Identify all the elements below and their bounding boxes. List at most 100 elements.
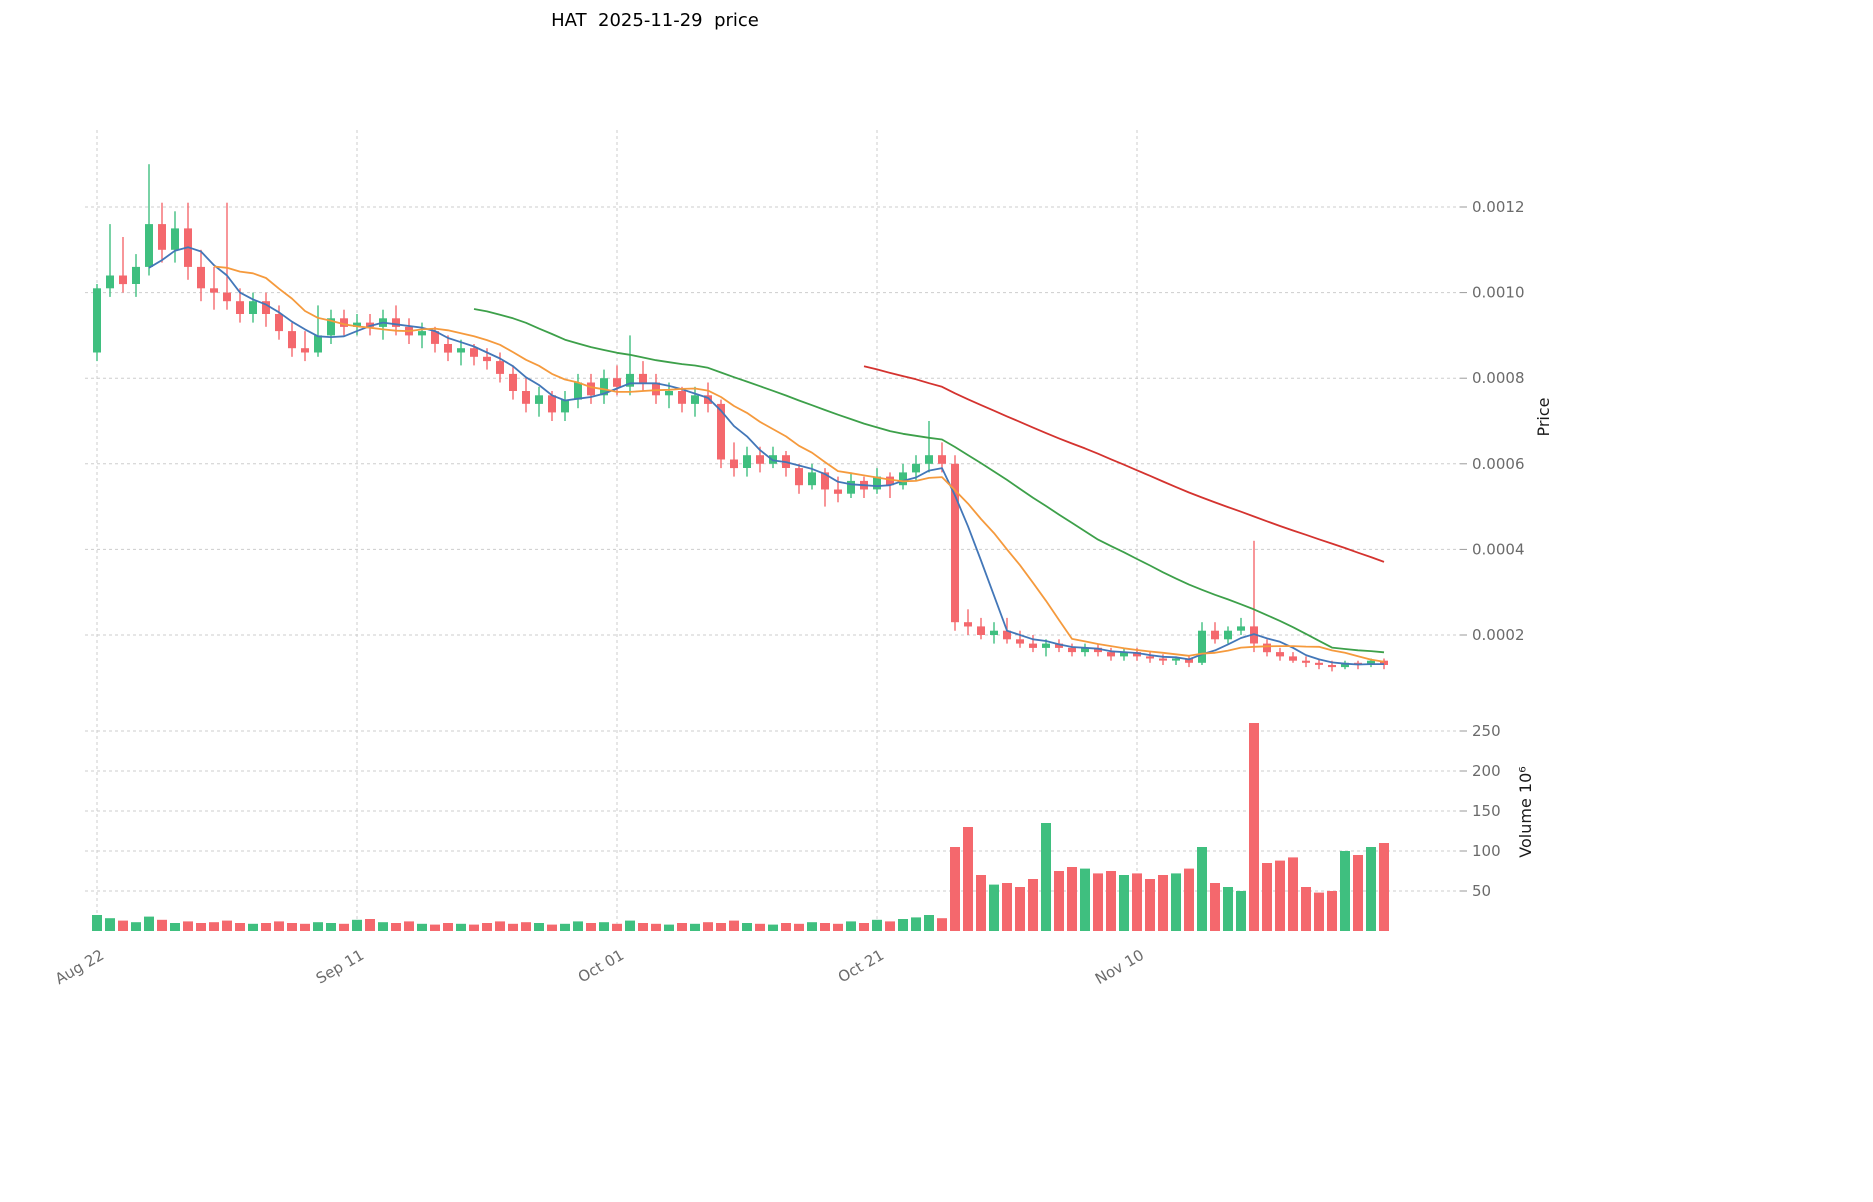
- volume-bar: [443, 923, 453, 931]
- volume-bar: [612, 923, 622, 931]
- volume-bar: [1210, 883, 1220, 931]
- volume-bar: [196, 923, 206, 931]
- volume-bar: [1275, 860, 1285, 931]
- volume-bar: [1301, 887, 1311, 931]
- volume-bar: [950, 847, 960, 931]
- candle-body: [366, 322, 374, 327]
- volume-bar: [547, 924, 557, 931]
- candle-body: [717, 403, 725, 460]
- volume-bar: [1067, 867, 1077, 931]
- volume-bar: [690, 923, 700, 931]
- candle-body: [132, 266, 140, 284]
- ma60-line: [863, 365, 1385, 563]
- candle-body: [704, 395, 712, 404]
- ma5-line: [148, 246, 1384, 666]
- volume-bar: [352, 919, 362, 931]
- candle-body: [1146, 656, 1154, 659]
- volume-bar: [976, 875, 986, 931]
- candle-body: [821, 472, 829, 490]
- x-tick-label: Aug 22: [52, 946, 107, 988]
- candle-body: [938, 455, 946, 464]
- candle-body: [171, 228, 179, 250]
- volume-bar: [1028, 879, 1038, 931]
- candle-body: [1237, 626, 1245, 631]
- volume-bar: [339, 923, 349, 931]
- candle-body: [990, 630, 998, 635]
- candle-body: [197, 266, 205, 289]
- candle-body: [613, 378, 621, 387]
- candle-body: [1003, 630, 1011, 640]
- candle-body: [1302, 660, 1310, 663]
- volume-bar: [430, 924, 440, 931]
- volume-bar: [1314, 892, 1324, 931]
- volume-bar: [521, 922, 531, 931]
- candle-body: [392, 318, 400, 327]
- candle-body: [743, 455, 751, 468]
- volume-bar: [742, 923, 752, 931]
- candle-body: [1094, 647, 1102, 653]
- candle-body: [314, 335, 322, 353]
- candle-body: [1341, 662, 1349, 668]
- candle-body: [249, 301, 257, 314]
- volume-tick-label: 150: [1472, 802, 1501, 820]
- candle-body: [1224, 630, 1232, 640]
- x-tick-label: Sep 11: [313, 946, 367, 988]
- volume-bar: [1093, 873, 1103, 931]
- volume-bar: [1223, 887, 1233, 931]
- volume-bar: [768, 924, 778, 931]
- candle-body: [1276, 652, 1284, 657]
- candle-body: [574, 382, 582, 400]
- volume-bar: [1249, 723, 1259, 931]
- candle-body: [1198, 630, 1206, 663]
- volume-bar: [248, 923, 258, 931]
- candle-body: [1081, 647, 1089, 653]
- candle-body: [327, 318, 335, 336]
- volume-tick-label: 200: [1472, 762, 1501, 780]
- volume-bar: [378, 922, 388, 931]
- volume-bar: [209, 922, 219, 931]
- volume-bar: [586, 923, 596, 931]
- price-tick-label: 0.0002: [1472, 626, 1525, 644]
- candle-body: [431, 331, 439, 344]
- candle-body: [587, 382, 595, 396]
- volume-bar: [1171, 873, 1181, 931]
- candle-body: [1211, 630, 1219, 640]
- candle-body: [509, 373, 517, 391]
- price-tick-label: 0.0012: [1472, 198, 1525, 216]
- candle-body: [1380, 660, 1388, 665]
- volume-bar: [1041, 823, 1051, 931]
- candle-body: [145, 224, 153, 267]
- volume-bar: [859, 923, 869, 931]
- volume-bar: [157, 919, 167, 931]
- candle-body: [1315, 662, 1323, 665]
- volume-bar: [1080, 868, 1090, 931]
- candle-body: [275, 314, 283, 332]
- volume-bar: [560, 923, 570, 931]
- volume-bar: [1379, 843, 1389, 931]
- chart-title: HAT 2025-11-29 price: [551, 10, 759, 31]
- volume-bar: [222, 920, 232, 931]
- candle-body: [678, 391, 686, 404]
- volume-bar: [456, 923, 466, 931]
- price-tick-label: 0.0008: [1472, 369, 1525, 387]
- volume-bar: [495, 921, 505, 931]
- volume-bar: [1002, 883, 1012, 931]
- candle-body: [912, 463, 920, 473]
- candle-body: [444, 344, 452, 353]
- candle-body: [418, 331, 426, 336]
- volume-bar: [508, 923, 518, 931]
- volume-bar: [1145, 879, 1155, 931]
- volume-tick-label: 50: [1472, 882, 1491, 900]
- volume-bar: [183, 921, 193, 931]
- volume-bar: [924, 915, 934, 931]
- candle-body: [106, 275, 114, 289]
- candle-body: [1172, 658, 1180, 661]
- candle-body: [1159, 658, 1167, 661]
- volume-bar: [1184, 868, 1194, 931]
- volume-bar: [1262, 863, 1272, 931]
- volume-bar: [274, 921, 284, 931]
- volume-tick-label: 250: [1472, 722, 1501, 740]
- volume-bar: [872, 919, 882, 931]
- volume-bar: [703, 922, 713, 931]
